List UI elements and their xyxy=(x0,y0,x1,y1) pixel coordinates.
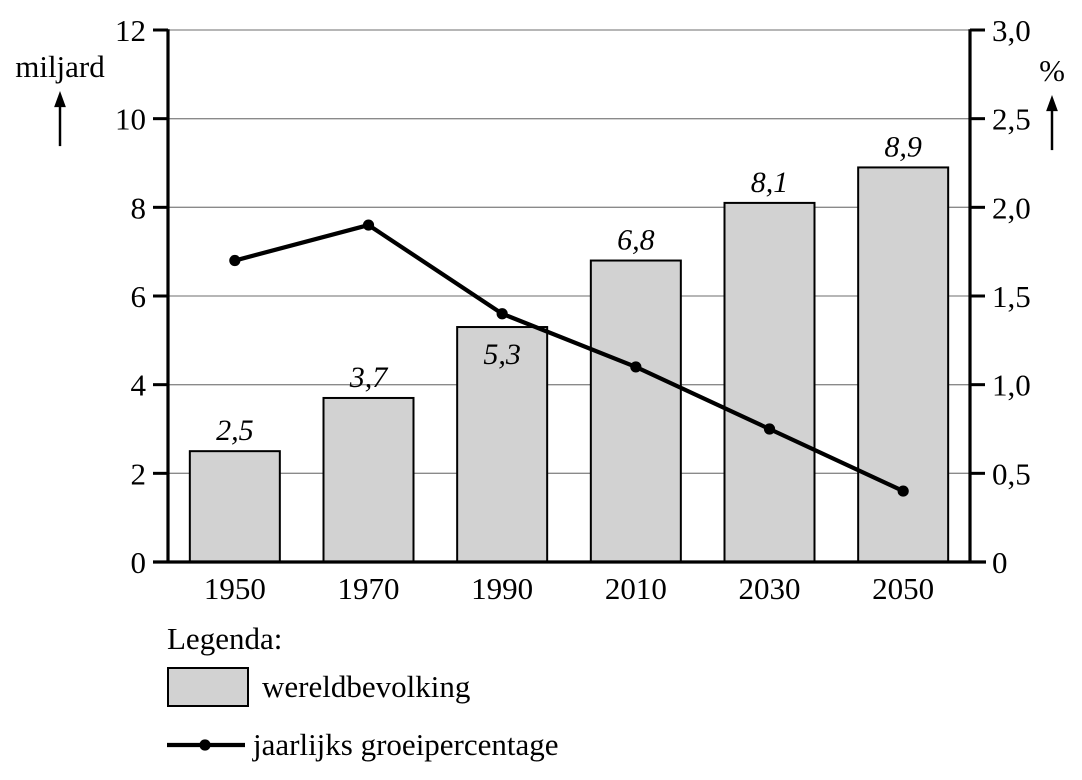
left-axis-unit-label: miljard xyxy=(15,49,105,84)
x-axis-tick-label: 2050 xyxy=(872,571,934,606)
x-axis-tick-label: 1950 xyxy=(204,571,266,606)
left-axis-tick-label: 12 xyxy=(115,13,146,48)
legend-title: Legenda: xyxy=(167,621,283,656)
right-axis-tick-label: 2,0 xyxy=(992,190,1031,225)
legend-item-wereldbevolking: wereldbevolking xyxy=(167,667,559,707)
growth-rate-point-2030 xyxy=(763,423,776,435)
bar-value-label: 6,8 xyxy=(617,224,655,257)
right-axis-tick-label: 1,5 xyxy=(992,279,1031,314)
growth-rate-point-1970 xyxy=(362,219,375,231)
x-axis-tick-label: 1990 xyxy=(471,571,533,606)
left-axis-tick-label: 4 xyxy=(131,368,147,403)
right-axis-tick-label: 2,5 xyxy=(992,102,1031,137)
legend: Legenda: wereldbevolking jaarlijks groei… xyxy=(167,621,559,763)
left-axis-tick-label: 6 xyxy=(131,279,147,314)
left-axis-tick-label: 0 xyxy=(131,545,147,580)
bar-value-label: 3,7 xyxy=(349,361,390,394)
x-axis-tick-label: 2030 xyxy=(739,571,801,606)
bar-2050 xyxy=(857,166,950,564)
x-axis-tick-label: 1970 xyxy=(338,571,400,606)
legend-item-label: jaarlijks groeipercentage xyxy=(253,727,559,762)
bar-1970 xyxy=(322,396,415,564)
growth-rate-point-1990 xyxy=(496,308,508,320)
right-axis-unit: % xyxy=(1012,54,1082,152)
bar-2030 xyxy=(723,201,816,563)
right-axis-tick-label: 0 xyxy=(992,545,1008,580)
bar-value-label: 8,1 xyxy=(751,166,789,199)
bar-value-label: 5,3 xyxy=(483,338,521,371)
chart-plot: 2,5 3,7 5,3 6,8 8,1 8,9 12 10 8 6 4 2 0 3,0 2,5 2,0 1,5 1… xyxy=(115,13,1031,606)
x-axis-tick-label: 2010 xyxy=(605,571,667,606)
bar-value-label: 2,5 xyxy=(216,414,254,447)
growth-rate-point-2050 xyxy=(897,485,909,497)
up-arrow-icon xyxy=(54,91,66,147)
growth-rate-point-2010 xyxy=(630,361,642,373)
right-axis-tick-label: 1,0 xyxy=(992,368,1031,403)
legend-item-groeipercentage: jaarlijks groeipercentage xyxy=(167,727,559,763)
right-axis-unit-label: % xyxy=(1039,53,1065,88)
growth-rate-line xyxy=(234,222,905,493)
bar-value-label: 8,9 xyxy=(884,130,922,163)
growth-rate-point-1950 xyxy=(229,254,241,267)
legend-item-label: wereldbevolking xyxy=(262,669,471,704)
right-axis-tick-label: 0,5 xyxy=(992,456,1031,491)
left-axis-tick-label: 2 xyxy=(131,456,147,491)
line-legend-swatch-icon xyxy=(167,739,245,751)
left-axis-tick-label: 10 xyxy=(115,102,146,137)
up-arrow-icon xyxy=(1046,95,1058,151)
left-axis-tick-label: 8 xyxy=(131,190,147,225)
bar-2010 xyxy=(589,259,682,563)
bar-1950 xyxy=(188,450,281,563)
right-axis-tick-label: 3,0 xyxy=(992,13,1031,48)
bar-legend-swatch xyxy=(167,667,249,707)
left-axis-unit: miljard xyxy=(0,50,120,148)
